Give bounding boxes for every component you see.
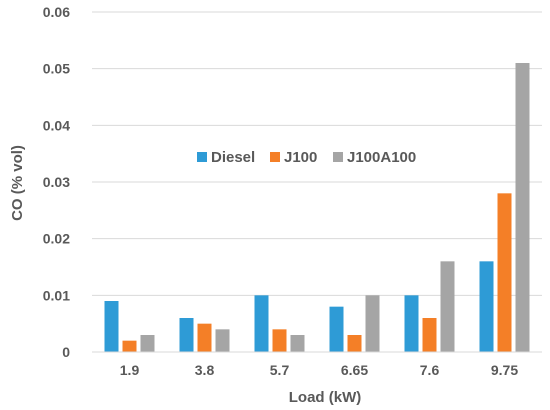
y-tick-label: 0.01 bbox=[43, 287, 70, 303]
bar-diesel bbox=[329, 306, 344, 352]
bar-j100a100 bbox=[515, 63, 530, 352]
x-tick-label: 3.8 bbox=[195, 362, 215, 378]
y-tick-label: 0.05 bbox=[43, 61, 70, 77]
x-tick-label: 6.65 bbox=[341, 362, 368, 378]
x-tick-label: 7.6 bbox=[420, 362, 440, 378]
y-tick-label: 0 bbox=[62, 344, 70, 360]
bar-j100 bbox=[347, 335, 362, 352]
bar-j100 bbox=[197, 323, 212, 352]
legend-swatch-j100 bbox=[270, 152, 280, 162]
bar-j100a100 bbox=[440, 261, 455, 352]
bar-j100 bbox=[272, 329, 287, 352]
bar-j100 bbox=[422, 318, 437, 352]
y-tick-label: 0.03 bbox=[43, 174, 70, 190]
y-axis-ticks: 0 0.01 0.02 0.03 0.04 0.05 0.06 bbox=[43, 4, 70, 360]
bar-diesel bbox=[179, 318, 194, 352]
gridlines bbox=[92, 11, 542, 296]
x-tick-label: 1.9 bbox=[120, 362, 140, 378]
y-axis-title: CO (% vol) bbox=[9, 145, 26, 221]
legend-swatch-diesel bbox=[197, 152, 207, 162]
legend-swatch-j100a100 bbox=[333, 152, 343, 162]
x-tick-label: 9.75 bbox=[491, 362, 518, 378]
y-tick-label: 0.06 bbox=[43, 4, 70, 20]
legend: Diesel J100 J100A100 bbox=[197, 149, 416, 166]
bar-diesel bbox=[479, 261, 494, 352]
legend-label-j100a100: J100A100 bbox=[347, 149, 416, 166]
bar-j100 bbox=[497, 193, 512, 352]
bar-j100a100 bbox=[140, 335, 155, 352]
bar-j100a100 bbox=[290, 335, 305, 352]
bar-j100a100 bbox=[365, 295, 380, 352]
bar-j100 bbox=[122, 340, 137, 352]
x-tick-label: 5.7 bbox=[270, 362, 290, 378]
legend-label-diesel: Diesel bbox=[211, 149, 255, 166]
bar-diesel bbox=[404, 295, 419, 352]
bar-j100a100 bbox=[215, 329, 230, 352]
bar-diesel bbox=[104, 301, 119, 352]
x-axis-ticks: 1.9 3.8 5.7 6.65 7.6 9.75 bbox=[120, 362, 519, 378]
x-axis-title: Load (kW) bbox=[289, 389, 362, 406]
y-tick-label: 0.04 bbox=[43, 117, 70, 133]
legend-label-j100: J100 bbox=[284, 149, 317, 166]
bar-diesel bbox=[254, 295, 269, 352]
bars bbox=[104, 63, 530, 352]
y-tick-label: 0.02 bbox=[43, 231, 70, 247]
